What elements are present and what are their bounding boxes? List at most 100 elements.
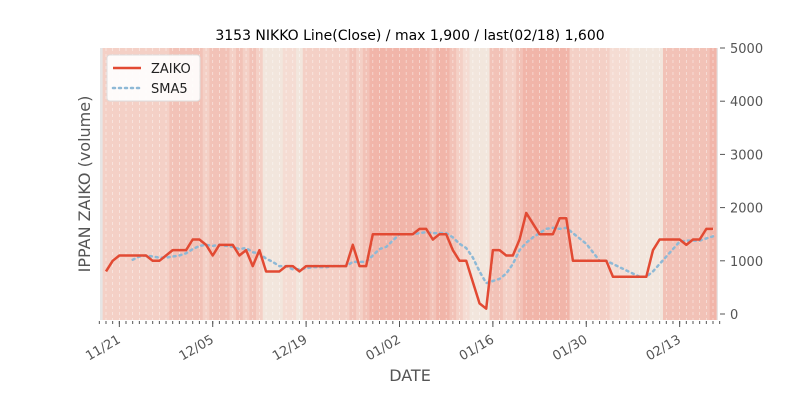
x-axis-label: DATE xyxy=(389,366,431,385)
background-band xyxy=(196,48,204,320)
x-tick-label: 01/02 xyxy=(364,332,404,364)
background-band xyxy=(169,48,177,320)
x-tick-label: 11/21 xyxy=(83,332,123,364)
background-band xyxy=(576,48,584,320)
series-lines xyxy=(104,211,715,310)
background-band xyxy=(242,48,250,320)
background-band xyxy=(476,48,484,320)
background-band xyxy=(589,48,597,320)
background-band xyxy=(422,48,430,320)
background-band xyxy=(502,48,510,320)
y-tick-label: 5000 xyxy=(730,42,763,57)
background-band xyxy=(556,48,564,320)
background-band xyxy=(129,48,137,320)
background-band xyxy=(122,48,130,320)
background-band xyxy=(256,48,264,320)
y-axis: 0 1000 2000 3000 4000 5000 xyxy=(720,42,763,323)
background-band xyxy=(329,48,337,320)
background-band xyxy=(629,48,637,320)
background-band xyxy=(389,48,397,320)
background-band xyxy=(429,48,437,320)
background-band xyxy=(116,48,123,320)
x-tick-label: 12/05 xyxy=(177,332,217,364)
background-band xyxy=(616,48,624,320)
background-band xyxy=(596,48,604,320)
background-band xyxy=(536,48,544,320)
background-band xyxy=(442,48,450,320)
background-band xyxy=(262,48,270,320)
background-band xyxy=(602,48,610,320)
background-band xyxy=(622,48,630,320)
background-band xyxy=(676,48,684,320)
background-band xyxy=(529,48,537,320)
background-band xyxy=(136,48,143,320)
legend-label-sma5: SMA5 xyxy=(151,82,188,97)
y-tick-label: 0 xyxy=(730,308,738,323)
background-band xyxy=(402,48,410,320)
background-band xyxy=(549,48,557,320)
y-tick-label: 4000 xyxy=(730,95,763,110)
background-band xyxy=(662,48,670,320)
background-band xyxy=(456,48,464,320)
background-band xyxy=(302,48,310,320)
x-tick-label: 01/16 xyxy=(457,332,497,364)
background-band xyxy=(202,48,210,320)
legend-label-zaiko: ZAIKO xyxy=(151,62,191,77)
background-band xyxy=(562,48,570,320)
background-band xyxy=(369,48,377,320)
series-line-sma5 xyxy=(131,226,715,285)
series-line-zaiko xyxy=(104,211,713,310)
background-band xyxy=(282,48,290,320)
background-band xyxy=(276,48,284,320)
x-axis: 11/21 12/05 12/19 01/02 01/16 01/30 02/13 xyxy=(83,321,721,364)
y-tick-label: 1000 xyxy=(730,255,763,270)
background-band xyxy=(569,48,577,320)
background-band xyxy=(409,48,417,320)
background-band xyxy=(382,48,390,320)
background-band xyxy=(636,48,644,320)
chart-title: 3153 NIKKO Line(Close) / max 1,900 / las… xyxy=(215,28,604,44)
background-band xyxy=(649,48,657,320)
background-band xyxy=(149,48,157,320)
background-band xyxy=(509,48,517,320)
background-band xyxy=(176,48,184,320)
x-tick-label: 02/13 xyxy=(644,332,684,364)
background-band xyxy=(182,48,190,320)
background-band xyxy=(449,48,457,320)
x-tick-label: 12/19 xyxy=(270,332,310,364)
background-band xyxy=(469,48,477,320)
background-band xyxy=(322,48,330,320)
background-band xyxy=(522,48,530,320)
background-band xyxy=(376,48,384,320)
background-band xyxy=(349,48,357,320)
background-band xyxy=(156,48,163,320)
x-tick-label: 01/30 xyxy=(550,332,590,364)
background-band xyxy=(416,48,424,320)
background-band xyxy=(709,48,717,320)
background-band xyxy=(336,48,344,320)
background-band xyxy=(362,48,370,320)
background-band xyxy=(436,48,444,320)
background-band xyxy=(609,48,617,320)
background-band xyxy=(542,48,550,320)
background-bands xyxy=(100,48,718,320)
background-band xyxy=(356,48,364,320)
background-band xyxy=(289,48,297,320)
background-band xyxy=(109,48,117,320)
background-band xyxy=(702,48,710,320)
background-band xyxy=(516,48,524,320)
background-band xyxy=(236,48,244,320)
background-band xyxy=(496,48,504,320)
background-band xyxy=(689,48,697,320)
background-band xyxy=(669,48,677,320)
background-band xyxy=(656,48,664,320)
background-band xyxy=(189,48,197,320)
background-band xyxy=(642,48,650,320)
background-band xyxy=(482,48,490,320)
legend: ZAIKO SMA5 xyxy=(106,54,201,102)
background-band xyxy=(296,48,304,320)
background-band xyxy=(342,48,350,320)
background-band xyxy=(209,48,217,320)
background-band xyxy=(102,48,110,320)
